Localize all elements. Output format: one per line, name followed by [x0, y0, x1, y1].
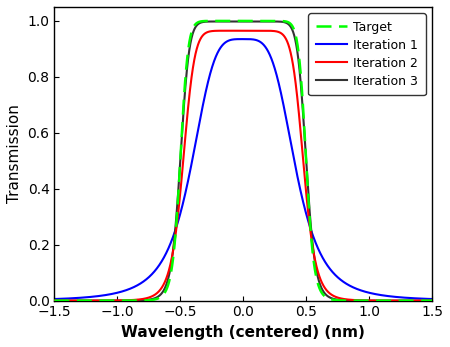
Iteration 1 [429, 297, 435, 301]
Legend: Target, Iteration 1, Iteration 2, Iteration 3: Target, Iteration 1, Iteration 2, Iterat… [308, 13, 426, 95]
Iteration 3 [117, 298, 122, 303]
Line: Target: Target [54, 21, 432, 301]
Iteration 2 [95, 298, 100, 303]
Iteration 2 [429, 298, 435, 303]
Iteration 3 [197, 21, 202, 25]
Target [213, 19, 218, 23]
Line: Iteration 1: Iteration 1 [54, 39, 432, 299]
Target [117, 298, 122, 303]
Iteration 1 [197, 122, 202, 126]
Iteration 1 [117, 290, 122, 294]
Iteration 1 [95, 294, 100, 298]
Iteration 1 [422, 297, 427, 301]
Y-axis label: Transmission: Transmission [7, 104, 22, 203]
Iteration 1 [52, 297, 57, 301]
Target [197, 20, 202, 24]
Target [422, 298, 427, 303]
Target [381, 298, 387, 303]
Iteration 1 [381, 294, 387, 298]
Iteration 2 [422, 298, 427, 303]
Iteration 3 [213, 19, 218, 24]
Line: Iteration 2: Iteration 2 [54, 31, 432, 301]
Iteration 3 [95, 298, 100, 303]
Iteration 2 [117, 298, 122, 303]
Target [52, 298, 57, 303]
Iteration 2 [197, 40, 202, 44]
Iteration 2 [381, 298, 387, 303]
Target [429, 298, 435, 303]
X-axis label: Wavelength (centered) (nm): Wavelength (centered) (nm) [121, 325, 365, 340]
Iteration 1 [213, 55, 218, 59]
Iteration 2 [52, 298, 57, 303]
Iteration 3 [422, 298, 427, 303]
Iteration 3 [52, 298, 57, 303]
Line: Iteration 3: Iteration 3 [54, 22, 432, 301]
Target [95, 298, 100, 303]
Iteration 3 [236, 19, 242, 24]
Target [234, 19, 240, 23]
Iteration 1 [240, 37, 246, 41]
Iteration 3 [429, 298, 435, 303]
Iteration 3 [381, 298, 387, 303]
Iteration 2 [213, 29, 218, 33]
Iteration 2 [239, 29, 244, 33]
